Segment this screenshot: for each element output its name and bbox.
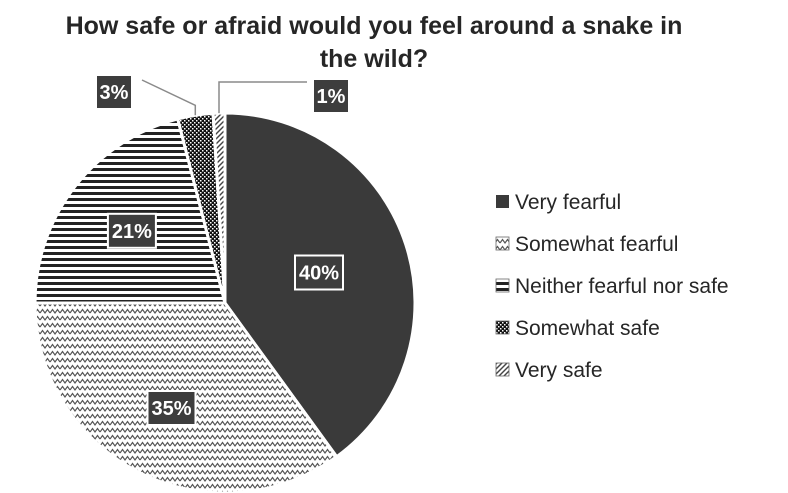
data-label-somewhat-safe-text: 3%: [100, 82, 129, 104]
chart-title-line-2: the wild?: [320, 45, 428, 73]
data-label-somewhat-fearful-box: [146, 390, 197, 426]
data-label-very-safe-box: [312, 78, 350, 114]
data-label-somewhat-safe: 3%: [95, 74, 133, 110]
legend-label-very-fearful: Very fearful: [515, 191, 621, 214]
data-labels: 40% 35% 21% 3% 1%: [95, 74, 350, 426]
legend-swatch-very-safe: [495, 362, 510, 377]
data-label-very-safe: 1%: [312, 78, 350, 114]
data-label-somewhat-fearful-text: 35%: [151, 398, 191, 420]
chart-title-line-1: How safe or afraid would you feel around…: [66, 12, 683, 40]
legend-item-very-fearful: Very fearful: [496, 191, 621, 214]
legend-swatch-somewhat-fearful: [495, 236, 510, 251]
data-label-neither-fearful-nor-safe: 21%: [106, 212, 157, 249]
data-label-very-fearful: 40%: [294, 254, 344, 291]
pie-slices: [33, 111, 417, 493]
chart-title: How safe or afraid would you feel around…: [66, 12, 683, 73]
legend-label-somewhat-fearful: Somewhat fearful: [515, 233, 678, 256]
data-label-neither-fearful-nor-safe-box: [106, 212, 157, 249]
legend-label-neither-fearful-nor-safe: Neither fearful nor safe: [515, 275, 729, 298]
leader-line-somewhat-safe: [141, 79, 197, 116]
legend-item-very-safe: Very safe: [495, 359, 603, 382]
leader-line-very-safe: [218, 81, 307, 114]
data-label-neither-fearful-nor-safe-text: 21%: [112, 221, 152, 243]
legend-swatch-somewhat-safe: [495, 320, 510, 335]
legend-label-somewhat-safe: Somewhat safe: [515, 317, 660, 340]
leader-lines: [141, 79, 307, 116]
data-label-very-safe-text: 1%: [317, 86, 346, 108]
legend-swatch-very-fearful: [496, 195, 509, 208]
data-label-somewhat-fearful: 35%: [146, 390, 197, 426]
data-label-very-fearful-text: 40%: [299, 263, 339, 285]
pie-slice-neither-fearful-nor-safe: [33, 117, 227, 305]
legend-swatch-neither-fearful-nor-safe: [495, 278, 510, 293]
legend-item-somewhat-safe: Somewhat safe: [495, 317, 660, 340]
legend-item-somewhat-fearful: Somewhat fearful: [495, 233, 678, 256]
data-label-somewhat-safe-box: [95, 74, 133, 110]
legend-label-very-safe: Very safe: [515, 359, 603, 382]
data-label-very-fearful-box: [294, 254, 344, 291]
legend-item-neither-fearful-nor-safe: Neither fearful nor safe: [495, 275, 729, 298]
legend: Very fearful Somewhat fearful Neither fear…: [495, 191, 729, 382]
